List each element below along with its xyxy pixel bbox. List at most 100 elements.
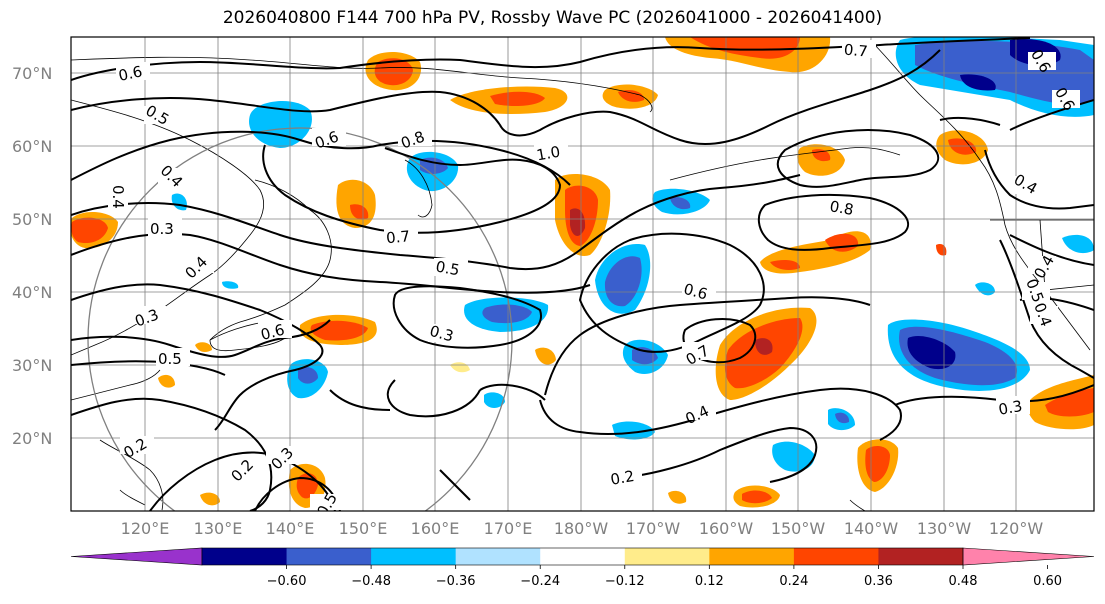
contour-label: 0.3 bbox=[148, 218, 182, 238]
contour-label: 0.7 bbox=[384, 226, 418, 247]
contour-label-text: 0.5 bbox=[158, 350, 182, 368]
colorbar-border bbox=[201, 547, 964, 566]
contour-label: 0.6 bbox=[116, 62, 150, 85]
colorbar-segment bbox=[793, 548, 879, 565]
colorbar-tick-label: −0.36 bbox=[436, 574, 476, 589]
contour-label: 0.3 bbox=[266, 444, 300, 473]
colorbar-tick-label: 0.24 bbox=[779, 574, 808, 589]
lon-label: 180°W bbox=[554, 519, 609, 538]
colorbar-segment bbox=[286, 548, 372, 565]
colorbar-tick-label: −0.48 bbox=[351, 574, 391, 589]
contour-label: 0.5 bbox=[434, 258, 468, 280]
longitude-labels: 120°E 130°E 140°E 150°E 160°E 170°E 180°… bbox=[121, 519, 1044, 538]
colorbar-extend-low bbox=[70, 547, 203, 566]
lat-label-40n: 40°N bbox=[12, 283, 52, 302]
contour-label-text: 0.6 bbox=[682, 280, 710, 304]
contour-label: 0.8 bbox=[828, 197, 862, 219]
pv-anomaly-shading bbox=[71, 37, 1094, 508]
contour-label-text: 0.4 bbox=[1030, 300, 1055, 329]
graticule bbox=[71, 37, 1094, 511]
contour-label: 0.5 bbox=[143, 101, 178, 129]
contour-label: 0.4 bbox=[108, 182, 128, 212]
contour-label-text: 0.7 bbox=[385, 227, 410, 247]
map-title: 2026040800 F144 700 hPa PV, Rossby Wave … bbox=[222, 8, 883, 28]
anomaly-positive bbox=[665, 37, 831, 73]
colorbar-segment bbox=[709, 548, 795, 565]
contour-label: 0.6 bbox=[682, 280, 716, 304]
colorbar-tick-label: 0.36 bbox=[864, 574, 893, 589]
lon-label: 130°E bbox=[194, 519, 243, 538]
contour-label-text: 0.6 bbox=[117, 62, 144, 85]
contour-label: 0.4 bbox=[1028, 252, 1058, 282]
contour-label-text: 0.3 bbox=[997, 397, 1024, 419]
lon-label: 150°W bbox=[771, 519, 826, 538]
contour-label-text: 0.2 bbox=[609, 467, 636, 489]
lat-label-60n: 60°N bbox=[12, 137, 52, 156]
colorbar-segment bbox=[878, 548, 964, 565]
lon-label: 120°W bbox=[989, 519, 1044, 538]
lat-label-70n: 70°N bbox=[12, 64, 52, 83]
lon-label: 160°E bbox=[411, 519, 460, 538]
contour-label: 0.4 bbox=[682, 402, 716, 428]
contour-label-text: 0.4 bbox=[109, 185, 127, 209]
contour-label: 0.2 bbox=[120, 435, 154, 462]
colorbar-segment bbox=[624, 548, 710, 565]
colorbar-segment bbox=[371, 548, 457, 565]
contour-label: 0.8 bbox=[398, 127, 432, 152]
colorbar-tick-label: 0.48 bbox=[949, 574, 978, 589]
lon-label: 160°W bbox=[699, 519, 754, 538]
lat-label-20n: 20°N bbox=[12, 429, 52, 448]
contour-label-text: 0.4 bbox=[157, 161, 187, 191]
colorbar-tick-label: −0.60 bbox=[267, 574, 307, 589]
lon-label: 170°W bbox=[626, 519, 681, 538]
contour-label: 0.2 bbox=[226, 456, 260, 485]
lon-label: 170°E bbox=[484, 519, 533, 538]
lon-label: 130°W bbox=[917, 519, 972, 538]
anomaly-negative bbox=[222, 234, 1094, 472]
contour-label: 0.4 bbox=[157, 161, 192, 191]
range-circle bbox=[87, 127, 513, 511]
contour-label: 0.2 bbox=[608, 466, 642, 489]
colorbar-tick-label: −0.24 bbox=[520, 574, 560, 589]
map-frame bbox=[70, 36, 1095, 512]
lat-label-30n: 30°N bbox=[12, 356, 52, 375]
contour-label: 0.3 bbox=[132, 305, 166, 330]
lon-label: 140°W bbox=[844, 519, 899, 538]
lat-label-50n: 50°N bbox=[12, 210, 52, 229]
contour-label: 0.3 bbox=[996, 396, 1030, 419]
contour-label: 0.3 bbox=[428, 322, 462, 346]
contour-label: 0.7 bbox=[842, 40, 876, 61]
colorbar-extend-high bbox=[962, 547, 1095, 566]
colorbar-segment bbox=[455, 548, 541, 565]
latitude-labels: 70°N 60°N 50°N 40°N 30°N 20°N bbox=[12, 64, 52, 448]
colorbar-segment bbox=[540, 548, 626, 565]
contour-label-text: 0.6 bbox=[259, 320, 287, 344]
contour-label: 0.5 bbox=[156, 348, 190, 368]
coastlines bbox=[71, 39, 1094, 511]
contour-label: 0.5 bbox=[310, 490, 344, 511]
anomaly-positive bbox=[760, 231, 871, 274]
anomaly-positive bbox=[71, 130, 988, 256]
colorbar-tick-label: 0.60 bbox=[1033, 574, 1062, 589]
contour-label-text: 0.3 bbox=[150, 220, 174, 238]
anomaly-positive bbox=[158, 244, 1094, 508]
colorbar-tick-label: 0.12 bbox=[695, 574, 724, 589]
contour-label: 1.0 bbox=[534, 142, 568, 164]
contour-label-text: 0.3 bbox=[428, 322, 456, 346]
contour-label: 0.4 bbox=[1030, 300, 1058, 329]
contour-label: 0.4 bbox=[180, 253, 214, 282]
colorbar-segments bbox=[70, 547, 1095, 566]
contour-label-text: 0.8 bbox=[828, 197, 855, 219]
contour-label-text: 0.5 bbox=[434, 258, 461, 280]
contour-label-text: 0.5 bbox=[143, 101, 173, 129]
contour-label-text: 1.0 bbox=[535, 143, 562, 165]
pv-contours bbox=[71, 37, 1094, 511]
contour-label-text: 0.7 bbox=[843, 41, 868, 61]
lon-label: 120°E bbox=[121, 519, 170, 538]
colorbar: −0.60 −0.48 −0.36 −0.24 −0.12 0.12 0.24 0.36 0.4… bbox=[70, 547, 1095, 589]
lon-label: 140°E bbox=[266, 519, 315, 538]
colorbar-ticks: −0.60 −0.48 −0.36 −0.24 −0.12 0.12 0.24 0.36 0.4… bbox=[267, 565, 1062, 589]
contour-label: 0.6 bbox=[258, 320, 292, 344]
colorbar-tick-label: −0.12 bbox=[605, 574, 645, 589]
